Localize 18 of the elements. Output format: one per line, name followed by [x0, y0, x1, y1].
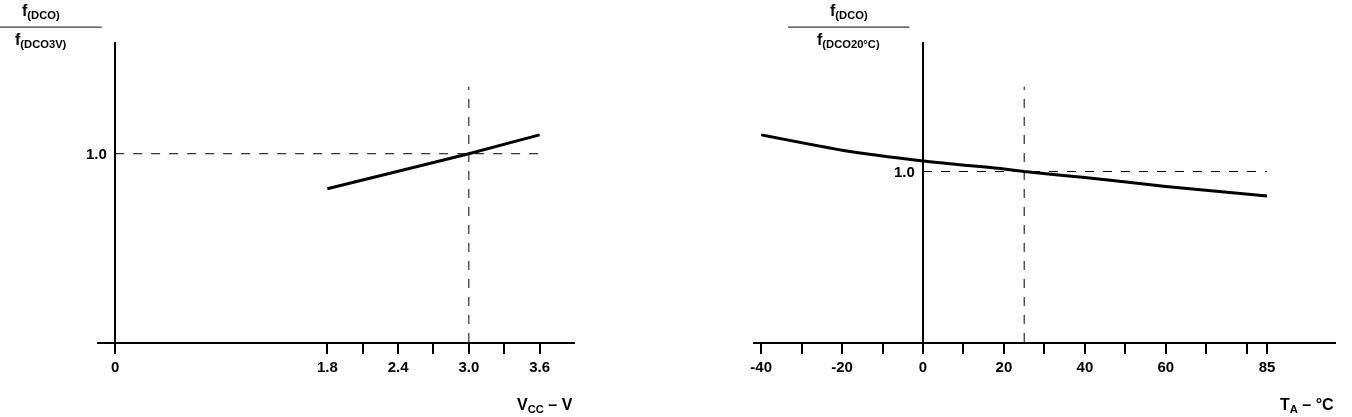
x-tick-label: 40	[1076, 357, 1094, 375]
annotation: 1.0	[894, 163, 915, 180]
annotation: 1.0	[86, 145, 107, 162]
x-tick-label: 0	[918, 357, 928, 375]
x-axis-title: V$_{CC}$ – V	[517, 396, 573, 416]
y-axis-title: f$_{(DCO)}$ f$_{(DCO3V)}$	[15, 2, 67, 51]
x-tick-label: 3.0	[458, 357, 480, 375]
x-tick-label: 3.6	[529, 357, 551, 375]
x-tick-label: -20	[831, 357, 853, 375]
x-tick-label: 20	[995, 357, 1013, 375]
x-tick-label: 0	[110, 357, 120, 375]
x-tick-label: 85	[1258, 357, 1276, 375]
text: f$_{(DCO)}$ f$_{(DCO20°C)}$	[817, 2, 880, 51]
x-tick-label: -40	[750, 357, 772, 375]
x-tick-label: 2.4	[387, 357, 410, 375]
x-axis-title: T$_{A}$ – °C	[1280, 396, 1335, 416]
x-tick-label: 60	[1157, 357, 1175, 375]
x-tick-label: 1.8	[316, 357, 338, 375]
